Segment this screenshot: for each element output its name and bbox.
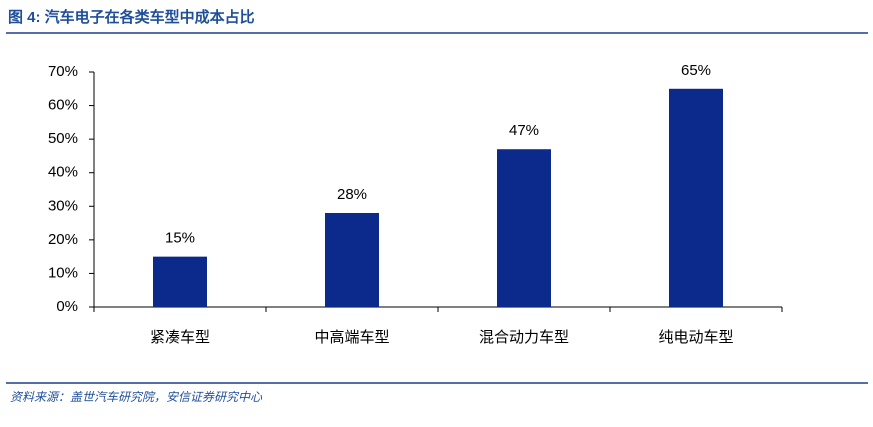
- y-tick-label: 50%: [48, 130, 78, 147]
- y-tick-label: 0%: [56, 298, 78, 315]
- value-label: 65%: [681, 62, 711, 79]
- bar: [325, 213, 379, 307]
- x-tick-label: 紧凑车型: [150, 329, 210, 346]
- bar: [153, 256, 207, 307]
- x-tick-label: 混合动力车型: [479, 329, 569, 346]
- value-label: 47%: [509, 122, 539, 139]
- y-tick-label: 30%: [48, 197, 78, 214]
- x-tick-label: 中高端车型: [314, 329, 389, 346]
- y-tick-label: 10%: [48, 264, 78, 281]
- value-label: 28%: [337, 186, 367, 203]
- y-tick-label: 70%: [48, 63, 78, 80]
- bar: [669, 88, 723, 308]
- y-tick-label: 60%: [48, 97, 78, 114]
- source-note: 资料来源：盖世汽车研究院，安信证券研究中心: [10, 390, 263, 404]
- x-tick-label: 纯电动车型: [658, 329, 733, 346]
- bar: [497, 149, 551, 307]
- y-tick-label: 40%: [48, 164, 78, 181]
- value-label: 15%: [165, 230, 195, 247]
- y-tick-label: 20%: [48, 231, 78, 248]
- chart-title: 图 4: 汽车电子在各类车型中成本占比: [8, 8, 255, 26]
